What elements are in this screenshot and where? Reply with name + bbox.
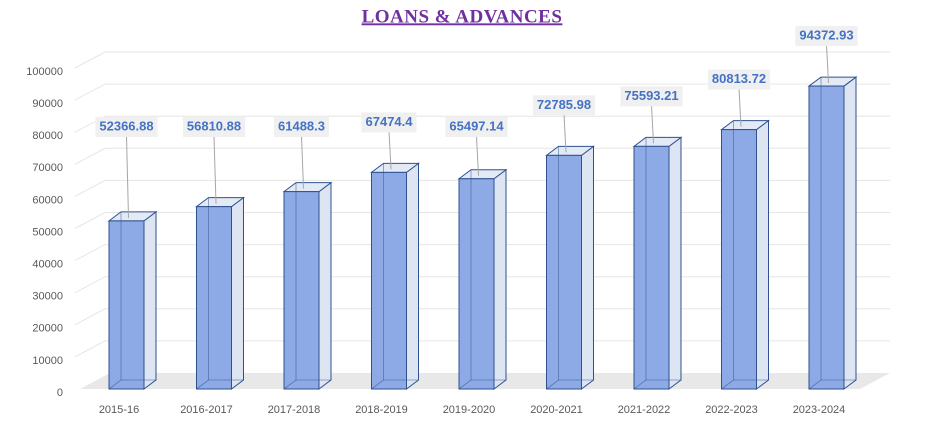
y-tick-label: 70000 bbox=[32, 162, 63, 174]
value-label: 75593.21 bbox=[624, 88, 678, 103]
y-tick-label: 90000 bbox=[32, 98, 63, 110]
y-tick-label: 0 bbox=[57, 387, 63, 399]
grid-line bbox=[74, 212, 890, 229]
value-label: 72785.98 bbox=[537, 97, 591, 112]
bar-side bbox=[143, 210, 157, 390]
bar bbox=[633, 145, 670, 390]
grid-line bbox=[74, 276, 890, 294]
bar bbox=[196, 206, 232, 390]
value-label: 65497.14 bbox=[449, 118, 504, 133]
value-label: 52366.88 bbox=[99, 118, 153, 133]
value-label-bg bbox=[274, 117, 329, 137]
bar-side bbox=[493, 168, 507, 390]
leader-line bbox=[213, 135, 217, 204]
bar-side bbox=[843, 76, 857, 390]
value-label-group: 61488.3 bbox=[274, 117, 329, 137]
bar bbox=[108, 220, 145, 390]
value-label-group: 72785.98 bbox=[532, 95, 596, 116]
value-label-bg bbox=[182, 117, 246, 137]
leader-line bbox=[563, 114, 567, 153]
y-tick-label: 40000 bbox=[32, 259, 63, 271]
x-tick-label: 2020-2021 bbox=[530, 404, 583, 416]
x-tick-label: 2023-2024 bbox=[793, 404, 846, 416]
value-label-bg bbox=[532, 95, 596, 116]
y-tick-label: 20000 bbox=[32, 323, 63, 335]
value-label-group: 75593.21 bbox=[620, 86, 683, 107]
grid-line bbox=[74, 147, 890, 165]
value-label: 56810.88 bbox=[187, 118, 241, 133]
value-label-bg bbox=[445, 117, 508, 137]
leader-line bbox=[388, 131, 392, 170]
value-label: 67474.4 bbox=[366, 114, 414, 129]
bar bbox=[458, 178, 495, 390]
y-tick-label: 50000 bbox=[32, 226, 63, 238]
bar bbox=[808, 85, 845, 390]
value-label-group: 80813.72 bbox=[707, 69, 771, 90]
grid-line bbox=[74, 83, 890, 101]
y-tick-label: 30000 bbox=[32, 291, 63, 303]
bar-side bbox=[668, 136, 682, 390]
value-label-bg bbox=[795, 26, 858, 47]
bar bbox=[371, 171, 407, 390]
bar-side bbox=[406, 162, 419, 390]
grid-line bbox=[74, 179, 890, 197]
value-label: 94372.93 bbox=[799, 28, 853, 43]
x-tick-label: 2016-2017 bbox=[180, 404, 233, 416]
y-tick-label: 100000 bbox=[26, 66, 63, 78]
bar-side bbox=[318, 181, 332, 390]
value-label-bg bbox=[620, 86, 683, 107]
value-label-group: 56810.88 bbox=[182, 117, 246, 137]
bar-side bbox=[581, 145, 594, 390]
value-label-group: 67474.4 bbox=[361, 112, 417, 133]
value-label-bg bbox=[707, 69, 771, 90]
grid-line bbox=[74, 115, 890, 133]
bar bbox=[721, 129, 757, 390]
chart-title: LOANS & ADVANCES bbox=[362, 6, 563, 27]
bar bbox=[546, 154, 582, 390]
grid-line bbox=[74, 308, 890, 326]
leader-line bbox=[301, 135, 304, 189]
grid-line bbox=[74, 244, 890, 262]
value-label-group: 52366.88 bbox=[95, 117, 158, 137]
leader-line bbox=[476, 135, 479, 176]
x-tick-label: 2019-2020 bbox=[443, 404, 496, 416]
grid-line bbox=[74, 340, 890, 358]
leader-line bbox=[738, 88, 742, 127]
bar bbox=[283, 191, 320, 390]
x-tick-label: 2015-16 bbox=[99, 404, 139, 416]
value-label-group: 94372.93 bbox=[795, 26, 858, 47]
y-tick-label: 10000 bbox=[32, 355, 63, 367]
x-tick-label: 2021-2022 bbox=[618, 404, 671, 416]
value-label: 61488.3 bbox=[278, 118, 325, 133]
value-label: 80813.72 bbox=[712, 71, 766, 86]
value-label-group: 65497.14 bbox=[445, 117, 508, 137]
bar-side bbox=[756, 119, 769, 390]
bar-side bbox=[231, 196, 244, 390]
y-tick-label: 80000 bbox=[32, 130, 63, 142]
leader-line bbox=[126, 135, 129, 218]
y-tick-label: 60000 bbox=[32, 194, 63, 206]
value-label-bg bbox=[95, 117, 158, 137]
x-tick-label: 2022-2023 bbox=[705, 404, 758, 416]
x-tick-label: 2018-2019 bbox=[355, 404, 408, 416]
leader-line bbox=[826, 45, 829, 84]
x-tick-label: 2017-2018 bbox=[268, 404, 321, 416]
leader-line bbox=[651, 105, 654, 144]
grid-line bbox=[74, 51, 890, 69]
value-label-bg bbox=[361, 112, 417, 133]
